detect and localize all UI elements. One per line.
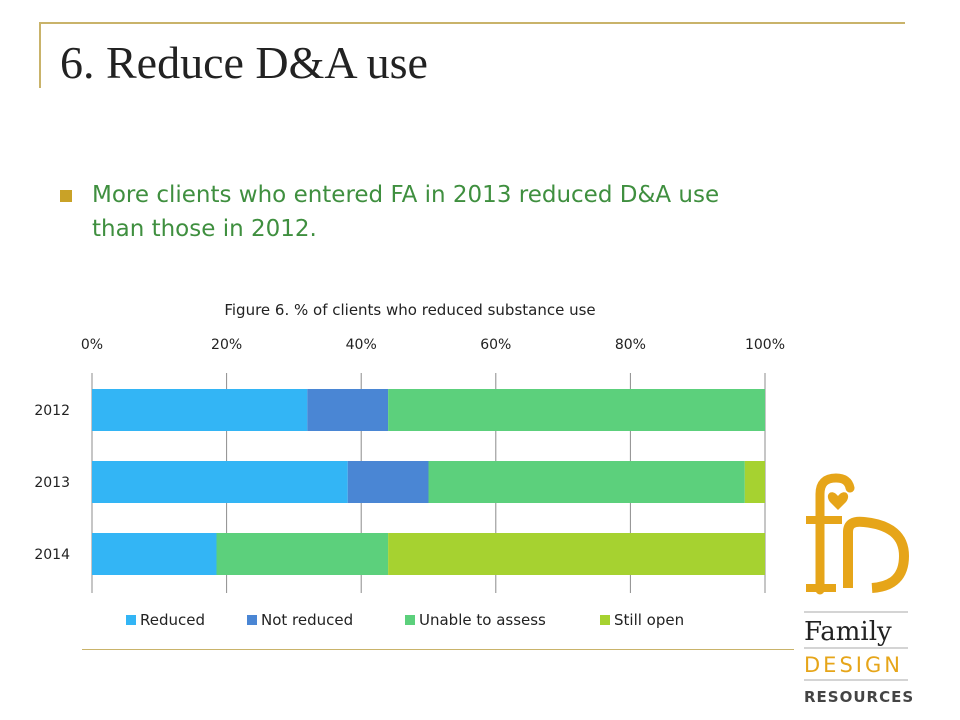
logo-line-3: RESOURCES	[804, 688, 914, 706]
legend-swatch	[247, 615, 257, 625]
heart-icon	[827, 492, 849, 510]
slide-title: 6. Reduce D&A use	[60, 37, 428, 88]
category-label: 2014	[34, 547, 70, 563]
bullet-item: More clients who entered FA in 2013 redu…	[60, 178, 780, 246]
x-tick-label: 20%	[211, 337, 242, 353]
frame-top-line	[39, 22, 905, 24]
bar-segment	[744, 461, 765, 503]
bar-segment	[428, 461, 745, 503]
fr-monogram	[806, 473, 910, 595]
legend-label: Not reduced	[261, 611, 353, 629]
logo-line-2: DESIGN	[804, 653, 903, 677]
category-label: 2013	[34, 475, 70, 491]
bar-segment	[92, 533, 217, 575]
footer-line	[82, 649, 794, 650]
legend-label: Still open	[614, 611, 684, 629]
legend-swatch	[600, 615, 610, 625]
category-label: 2012	[34, 403, 70, 419]
x-tick-label: 40%	[346, 337, 377, 353]
bullet-marker	[60, 190, 72, 202]
x-tick-label: 60%	[480, 337, 511, 353]
chart-title: Figure 6. % of clients who reduced subst…	[224, 301, 595, 319]
x-tick-label: 80%	[615, 337, 646, 353]
bar-segment	[347, 461, 429, 503]
bar-segment	[388, 389, 765, 431]
bar-segment	[388, 533, 765, 575]
bullet-text: More clients who entered FA in 2013 redu…	[92, 182, 720, 242]
legend-label: Unable to assess	[419, 611, 546, 629]
chart-legend: Reduced Not reduced Unable to assess Still …	[126, 611, 684, 629]
family-design-resources-logo: Family DESIGN RESOURCES	[804, 473, 914, 706]
bar-segment	[307, 389, 389, 431]
chart-x-ticks: 0% 20% 40% 60% 80% 100%	[81, 337, 785, 353]
logo-line-1: Family	[804, 617, 892, 647]
legend-swatch	[405, 615, 415, 625]
frame-left-line	[39, 22, 41, 88]
legend-swatch	[126, 615, 136, 625]
chart-category-labels: 2012 2013 2014	[34, 403, 70, 563]
x-tick-label: 0%	[81, 337, 103, 353]
chart-bars	[92, 389, 765, 575]
bar-segment	[92, 461, 348, 503]
bar-segment	[92, 389, 308, 431]
x-tick-label: 100%	[745, 337, 785, 353]
legend-label: Reduced	[140, 611, 205, 629]
bar-segment	[216, 533, 389, 575]
stacked-bar-chart: Figure 6. % of clients who reduced subst…	[34, 301, 785, 629]
